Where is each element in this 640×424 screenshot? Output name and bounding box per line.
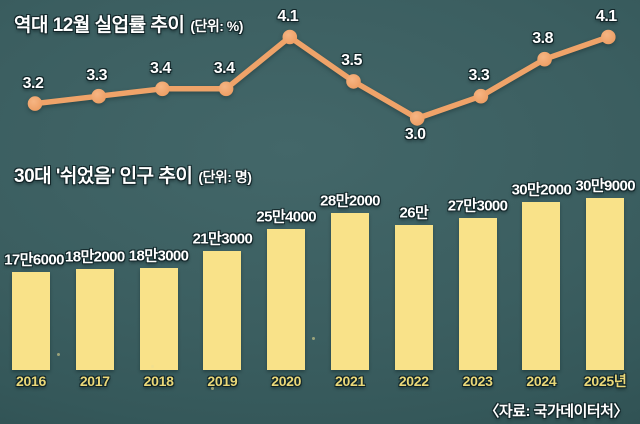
bar-chart-title: 30대 '쉬었음' 인구 추이 (단위: 명)	[14, 161, 252, 188]
year-label: 2018	[143, 373, 174, 389]
bar	[586, 197, 625, 370]
data-point-marker	[601, 29, 616, 45]
grain-speck	[151, 365, 154, 368]
bar	[203, 251, 242, 370]
year-label: 2021	[335, 373, 365, 389]
line-point-label: 3.5	[341, 52, 362, 70]
grain-speck	[211, 387, 214, 390]
data-point-marker	[537, 51, 552, 67]
line-point-label: 4.1	[277, 8, 299, 25]
line-point-label: 3.3	[86, 67, 108, 85]
line-point-label: 3.0	[404, 126, 426, 144]
bar-chart-unit-label: (단위: 명)	[198, 169, 252, 185]
data-point-marker	[27, 96, 43, 111]
year-label: 2017	[79, 373, 110, 389]
bar-value-label: 25만4000	[256, 208, 317, 226]
data-point-marker	[473, 88, 489, 104]
line-point-label: 3.2	[22, 74, 44, 92]
bar	[12, 272, 50, 370]
bar	[394, 225, 433, 370]
data-point-marker	[346, 74, 361, 89]
data-point-marker	[282, 29, 298, 45]
bar-value-label: 21만3000	[192, 230, 253, 248]
line-point-label: 3.3	[468, 67, 490, 85]
data-point-marker	[155, 81, 170, 97]
line-point-label: 3.8	[532, 30, 553, 48]
year-label: 2020	[271, 373, 302, 389]
bar-value-label: 18만2000	[64, 248, 125, 266]
line-chart-unit-label: (단위: %)	[190, 18, 243, 34]
bar-value-label: 26만	[399, 204, 429, 222]
line-point-label: 4.1	[595, 8, 617, 25]
bar	[522, 201, 561, 370]
year-label: 2016	[16, 373, 46, 389]
bar	[139, 268, 178, 370]
bar	[267, 228, 306, 370]
line-point-label: 3.4	[150, 59, 171, 77]
bar	[75, 268, 114, 370]
source-credit: 〈자료: 국가데이터처〉	[484, 403, 628, 420]
line-chart-title-text: 역대 12월 실업률 추이	[14, 15, 185, 36]
bar-value-label: 17만6000	[4, 251, 64, 269]
bar-value-label: 18만3000	[128, 247, 189, 265]
data-point-marker	[91, 88, 106, 104]
bar-value-label: 30만2000	[511, 181, 572, 199]
line-point-label: 3.4	[213, 59, 235, 77]
line-path	[32, 34, 612, 122]
grain-speck	[312, 337, 315, 340]
bar	[331, 212, 369, 370]
year-label: 2024	[526, 373, 557, 389]
year-label: 2023	[462, 373, 493, 389]
data-point-marker	[409, 111, 425, 126]
year-label: 2019	[207, 373, 238, 389]
year-label: 2025년	[583, 373, 627, 389]
unemployment-line-series	[27, 29, 616, 126]
bar-value-label: 27만3000	[447, 197, 508, 215]
data-point-marker	[218, 81, 234, 97]
line-chart-title: 역대 12월 실업률 추이 (단위: %)	[14, 10, 243, 37]
grain-speck	[57, 353, 60, 356]
year-label: 2022	[398, 373, 429, 389]
bar-value-label: 30만9000	[575, 177, 636, 195]
bar	[458, 217, 497, 370]
bar-value-label: 28만2000	[320, 192, 380, 210]
bar-chart-title-text: 30대 '쉬었음' 인구 추이	[14, 166, 193, 187]
